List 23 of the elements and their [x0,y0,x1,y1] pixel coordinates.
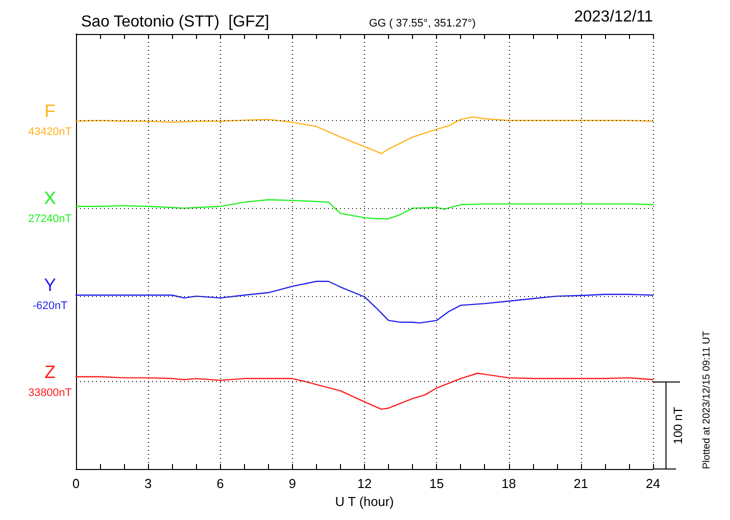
text: 100 nT [671,406,685,444]
ref-line-label: Y [44,275,56,296]
x-tick-label: 18 [502,476,516,491]
x-tick-label: 3 [144,476,152,491]
text: -620nT [32,300,68,312]
x-tick-label: 12 [357,476,372,491]
x-tick-label: 15 [429,476,444,491]
text: 33800nT [28,387,72,400]
x-tick-label: 9 [288,476,296,491]
text: 2023/12/11 [574,8,654,26]
x-tick-label: 0 [72,476,80,491]
ref-line-label: F [44,101,56,122]
x-axis-title: U T (hour) [335,494,394,509]
text: Plotted at 2023/12/15 09:11 UT [702,330,712,470]
ref-line-label: Z [44,362,56,382]
x-tick-label: 24 [646,476,660,491]
text: 43420nT [28,126,72,138]
x-tick-label: 6 [216,476,224,491]
chart-title: Sao Teotonio (STT) [GFZ] [81,14,270,30]
chart-subtitle: GG ( 37.55°, 351.27°) [369,18,476,30]
text: 27240nT [28,213,72,226]
x-tick-label: 21 [574,476,588,491]
ref-line-label: X [44,188,56,208]
